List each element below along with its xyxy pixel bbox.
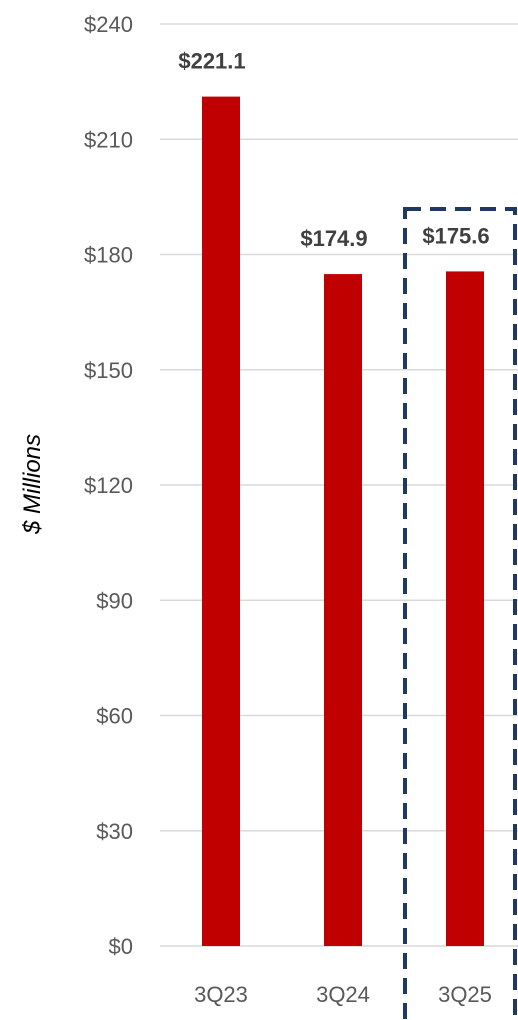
bar: [202, 96, 240, 947]
x-axis-category-labels: 3Q23 3Q24 3Q25: [194, 982, 492, 1007]
y-tick-label: $30: [96, 819, 133, 844]
y-tick-label: $150: [84, 358, 133, 383]
bars: [202, 96, 484, 947]
y-tick-label: $90: [96, 588, 133, 613]
y-tick-label: $0: [109, 934, 133, 959]
y-axis-tick-labels: $0 $30 $60 $90 $120 $150 $180 $210 $240: [84, 12, 133, 959]
data-label: $221.1: [178, 49, 245, 74]
highlight-box: [403, 207, 517, 1020]
category-label: 3Q25: [438, 982, 492, 1007]
y-axis-title: $ Millions: [19, 434, 46, 535]
y-tick-label: $60: [96, 704, 133, 729]
y-tick-label: $210: [84, 127, 133, 152]
bar: [446, 271, 484, 946]
data-label: $175.6: [422, 223, 489, 248]
y-tick-label: $120: [84, 473, 133, 498]
data-label: $174.9: [300, 226, 367, 251]
bar: [324, 274, 362, 946]
category-label: 3Q24: [316, 982, 370, 1007]
y-tick-label: $240: [84, 12, 133, 37]
y-tick-label: $180: [84, 243, 133, 268]
category-label: 3Q23: [194, 982, 248, 1007]
data-labels: $221.1 $174.9 $175.6: [178, 49, 489, 251]
